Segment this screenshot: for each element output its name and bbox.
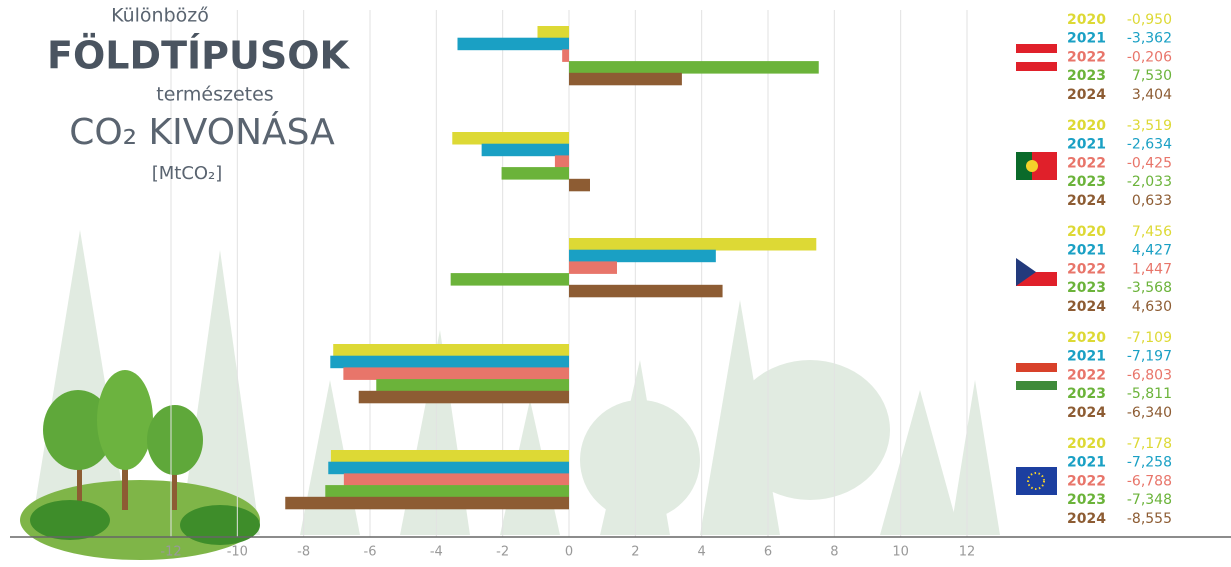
title: FÖLDTÍPUSOK xyxy=(47,34,350,78)
value-label: -8,555 xyxy=(1127,511,1172,527)
value-label: -3,362 xyxy=(1127,31,1172,47)
value-label: -6,340 xyxy=(1127,405,1172,421)
bar xyxy=(333,344,569,357)
grid: -12 -10 -8 -6 -4 -2 0 2 4 6 8 10 12 xyxy=(160,10,975,560)
bar xyxy=(376,379,569,392)
title-pre: Különböző xyxy=(111,5,209,27)
value-label: -3,519 xyxy=(1127,118,1172,134)
legend-year: 2021 xyxy=(1067,243,1106,259)
bar xyxy=(569,72,682,86)
value-label: 0,633 xyxy=(1132,193,1172,209)
value-label: -0,206 xyxy=(1127,49,1172,65)
value-label: -7,348 xyxy=(1127,492,1172,508)
bar xyxy=(328,461,569,475)
legend-year: 2023 xyxy=(1067,492,1106,508)
legend-year: 2021 xyxy=(1067,349,1106,365)
bars: 2020 -0,950 2021 -3,362 2022 -0,206 2023 7,530 2… xyxy=(285,12,1172,527)
value-label: 7,456 xyxy=(1132,224,1172,240)
legend-year: 2022 xyxy=(1067,261,1106,277)
legend-year: 2022 xyxy=(1067,155,1106,171)
bar xyxy=(569,284,723,298)
value-label: 4,427 xyxy=(1132,243,1172,259)
bar xyxy=(452,132,569,145)
legend-year: 2020 xyxy=(1067,224,1106,240)
title-main: CO₂ KIVONÁSA xyxy=(69,111,335,153)
bar xyxy=(569,249,716,263)
x-tick-label: -8 xyxy=(297,545,310,560)
value-label: -6,788 xyxy=(1127,473,1172,489)
x-tick-label: 12 xyxy=(959,545,976,560)
legend-year: 2020 xyxy=(1067,436,1106,452)
legend-year: 2024 xyxy=(1067,193,1106,209)
legend-year: 2023 xyxy=(1067,386,1106,402)
legend-year: 2021 xyxy=(1067,455,1106,471)
value-label: 7,530 xyxy=(1132,68,1172,84)
legend-year: 2023 xyxy=(1067,280,1106,296)
legend-year: 2022 xyxy=(1067,473,1106,489)
bar xyxy=(343,367,569,380)
x-tick-label: 4 xyxy=(698,545,706,560)
x-tick-label: 8 xyxy=(830,545,838,560)
bar xyxy=(481,143,569,157)
bar xyxy=(569,238,817,251)
x-tick-label: 0 xyxy=(565,545,573,560)
value-label: 4,630 xyxy=(1132,299,1172,315)
legend-year: 2020 xyxy=(1067,330,1106,346)
legend-year: 2022 xyxy=(1067,367,1106,383)
foreground-trees xyxy=(20,370,260,560)
bar xyxy=(562,49,569,62)
bar xyxy=(569,178,590,192)
bar xyxy=(569,61,819,74)
bar xyxy=(358,390,569,404)
x-tick-label: -2 xyxy=(496,545,509,560)
bar xyxy=(554,155,569,168)
bar xyxy=(343,473,569,486)
value-label: -3,568 xyxy=(1127,280,1172,296)
bar xyxy=(537,26,569,39)
legend-year: 2024 xyxy=(1067,87,1106,103)
value-label: -7,197 xyxy=(1127,349,1172,365)
bar xyxy=(569,261,617,274)
x-tick-label: -12 xyxy=(160,545,181,560)
bar xyxy=(285,496,569,510)
value-label: -5,811 xyxy=(1127,386,1172,402)
legend-year: 2024 xyxy=(1067,405,1106,421)
legend-year: 2020 xyxy=(1067,118,1106,134)
x-tick-label: 2 xyxy=(631,545,639,560)
value-label: -2,033 xyxy=(1127,174,1172,190)
bar xyxy=(457,37,569,51)
bar xyxy=(325,485,569,498)
value-label: 1,447 xyxy=(1132,261,1172,277)
value-label: -7,178 xyxy=(1127,436,1172,452)
value-label: -7,109 xyxy=(1127,330,1172,346)
x-tick-label: -6 xyxy=(364,545,377,560)
value-label: 3,404 xyxy=(1132,87,1172,103)
x-tick-label: 6 xyxy=(764,545,772,560)
x-tick-label: -4 xyxy=(430,545,443,560)
legend-year: 2021 xyxy=(1067,137,1106,153)
legend-year: 2023 xyxy=(1067,68,1106,84)
legend-year: 2020 xyxy=(1067,12,1106,28)
x-tick-label: 10 xyxy=(892,545,909,560)
value-label: -0,425 xyxy=(1127,155,1172,171)
value-label: -2,634 xyxy=(1127,137,1172,153)
bar xyxy=(450,273,569,286)
value-label: -7,258 xyxy=(1127,455,1172,471)
bar xyxy=(330,355,569,369)
legend-year: 2021 xyxy=(1067,31,1106,47)
value-label: -0,950 xyxy=(1127,12,1172,28)
subtitle: természetes xyxy=(156,84,273,106)
bar xyxy=(501,167,569,180)
legend-year: 2024 xyxy=(1067,511,1106,527)
legend-year: 2023 xyxy=(1067,174,1106,190)
bar xyxy=(330,450,569,463)
legend-year: 2022 xyxy=(1067,49,1106,65)
unit: [MtCO₂] xyxy=(152,163,223,184)
background-forest xyxy=(30,230,1000,535)
legend-year: 2024 xyxy=(1067,299,1106,315)
flags xyxy=(1016,44,1057,495)
value-label: -6,803 xyxy=(1127,367,1172,383)
x-tick-label: -10 xyxy=(227,545,248,560)
